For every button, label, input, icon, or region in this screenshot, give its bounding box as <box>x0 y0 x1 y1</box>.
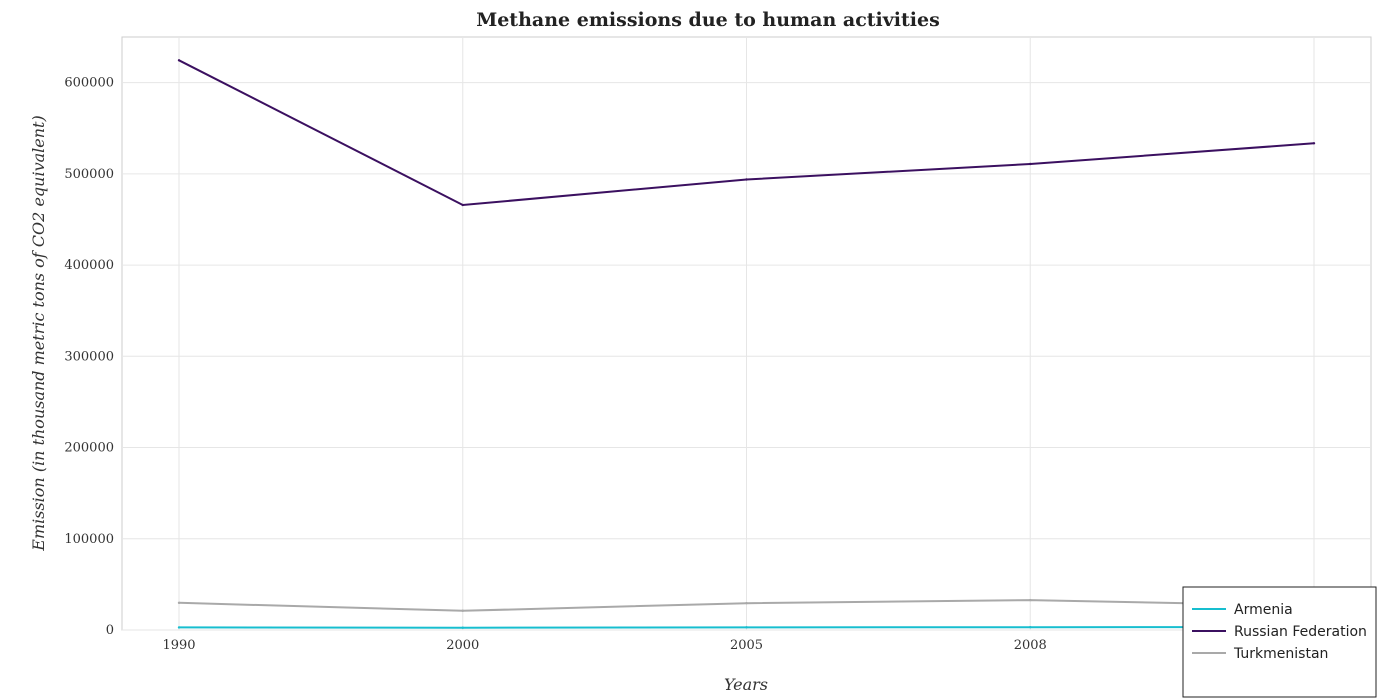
legend-label-0: Armenia <box>1234 602 1293 618</box>
data-point <box>177 601 181 605</box>
y-tick-label: 600000 <box>64 76 114 91</box>
x-axis-ticks: 19902000200520082010 <box>162 638 1330 653</box>
legend-box <box>1182 586 1377 698</box>
legend: Armenia Russian Federation Turkmenistan <box>1182 586 1377 698</box>
x-tick-label: 2005 <box>730 638 763 653</box>
data-point <box>461 609 464 612</box>
data-point <box>1312 142 1316 145</box>
data-point <box>1029 162 1032 166</box>
y-tick-label: 200000 <box>64 441 114 456</box>
x-axis-label: Years <box>724 675 768 694</box>
data-point <box>1029 598 1032 602</box>
data-point <box>461 203 464 207</box>
data-point <box>745 178 748 181</box>
x-tick-label: 2008 <box>1014 638 1047 653</box>
x-tick-label: 1990 <box>162 638 195 653</box>
y-tick-label: 300000 <box>64 349 114 364</box>
legend-label-2: Turkmenistan <box>1233 646 1328 662</box>
legend-label-1: Russian Federation <box>1234 624 1367 640</box>
y-axis-label: Emission (in thousand metric tons of CO2… <box>29 115 48 551</box>
chart-title: Methane emissions due to human activitie… <box>476 9 940 31</box>
data-point <box>1029 625 1032 629</box>
y-tick-label: 400000 <box>64 258 114 273</box>
y-tick-label: 500000 <box>64 167 114 182</box>
data-point <box>461 626 464 629</box>
data-point <box>745 601 748 605</box>
grid-lines <box>122 37 1371 631</box>
y-axis-ticks: 0 100000 200000 300000 400000 500000 600000 <box>64 76 114 638</box>
data-point <box>177 59 181 62</box>
data-point <box>745 626 748 629</box>
data-point <box>177 626 181 629</box>
x-tick-label: 2000 <box>446 638 479 653</box>
series-lines <box>177 59 1316 629</box>
y-tick-label: 0 <box>106 623 114 638</box>
y-tick-label: 100000 <box>64 532 114 547</box>
